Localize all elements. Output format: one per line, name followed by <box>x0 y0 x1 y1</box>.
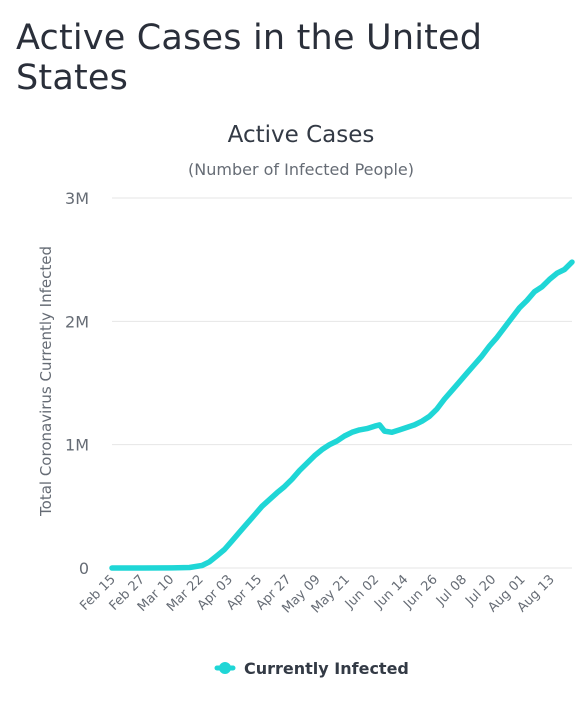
y-axis-label: Total Coronavirus Currently Infected <box>37 246 55 517</box>
y-tick-label: 0 <box>79 559 89 578</box>
legend-marker <box>219 662 231 674</box>
series-line-currently-infected <box>109 259 575 571</box>
chart-title: Active Cases <box>228 122 375 148</box>
page-heading: Active Cases in the United States <box>16 18 483 98</box>
y-tick-label: 3M <box>65 189 89 208</box>
y-tick-label: 1M <box>65 436 89 455</box>
x-tick-label: Jul 08 <box>433 572 470 609</box>
y-tick-label: 2M <box>65 312 89 331</box>
chart-series <box>109 259 575 571</box>
y-axis-ticks: 0 1M 2M 3M <box>65 189 89 578</box>
chart-gridlines <box>112 197 572 569</box>
legend-label-currently-infected[interactable]: Currently Infected <box>244 659 409 678</box>
chart-subtitle: (Number of Infected People) <box>188 160 414 179</box>
chart-legend[interactable]: Currently Infected <box>214 659 409 678</box>
